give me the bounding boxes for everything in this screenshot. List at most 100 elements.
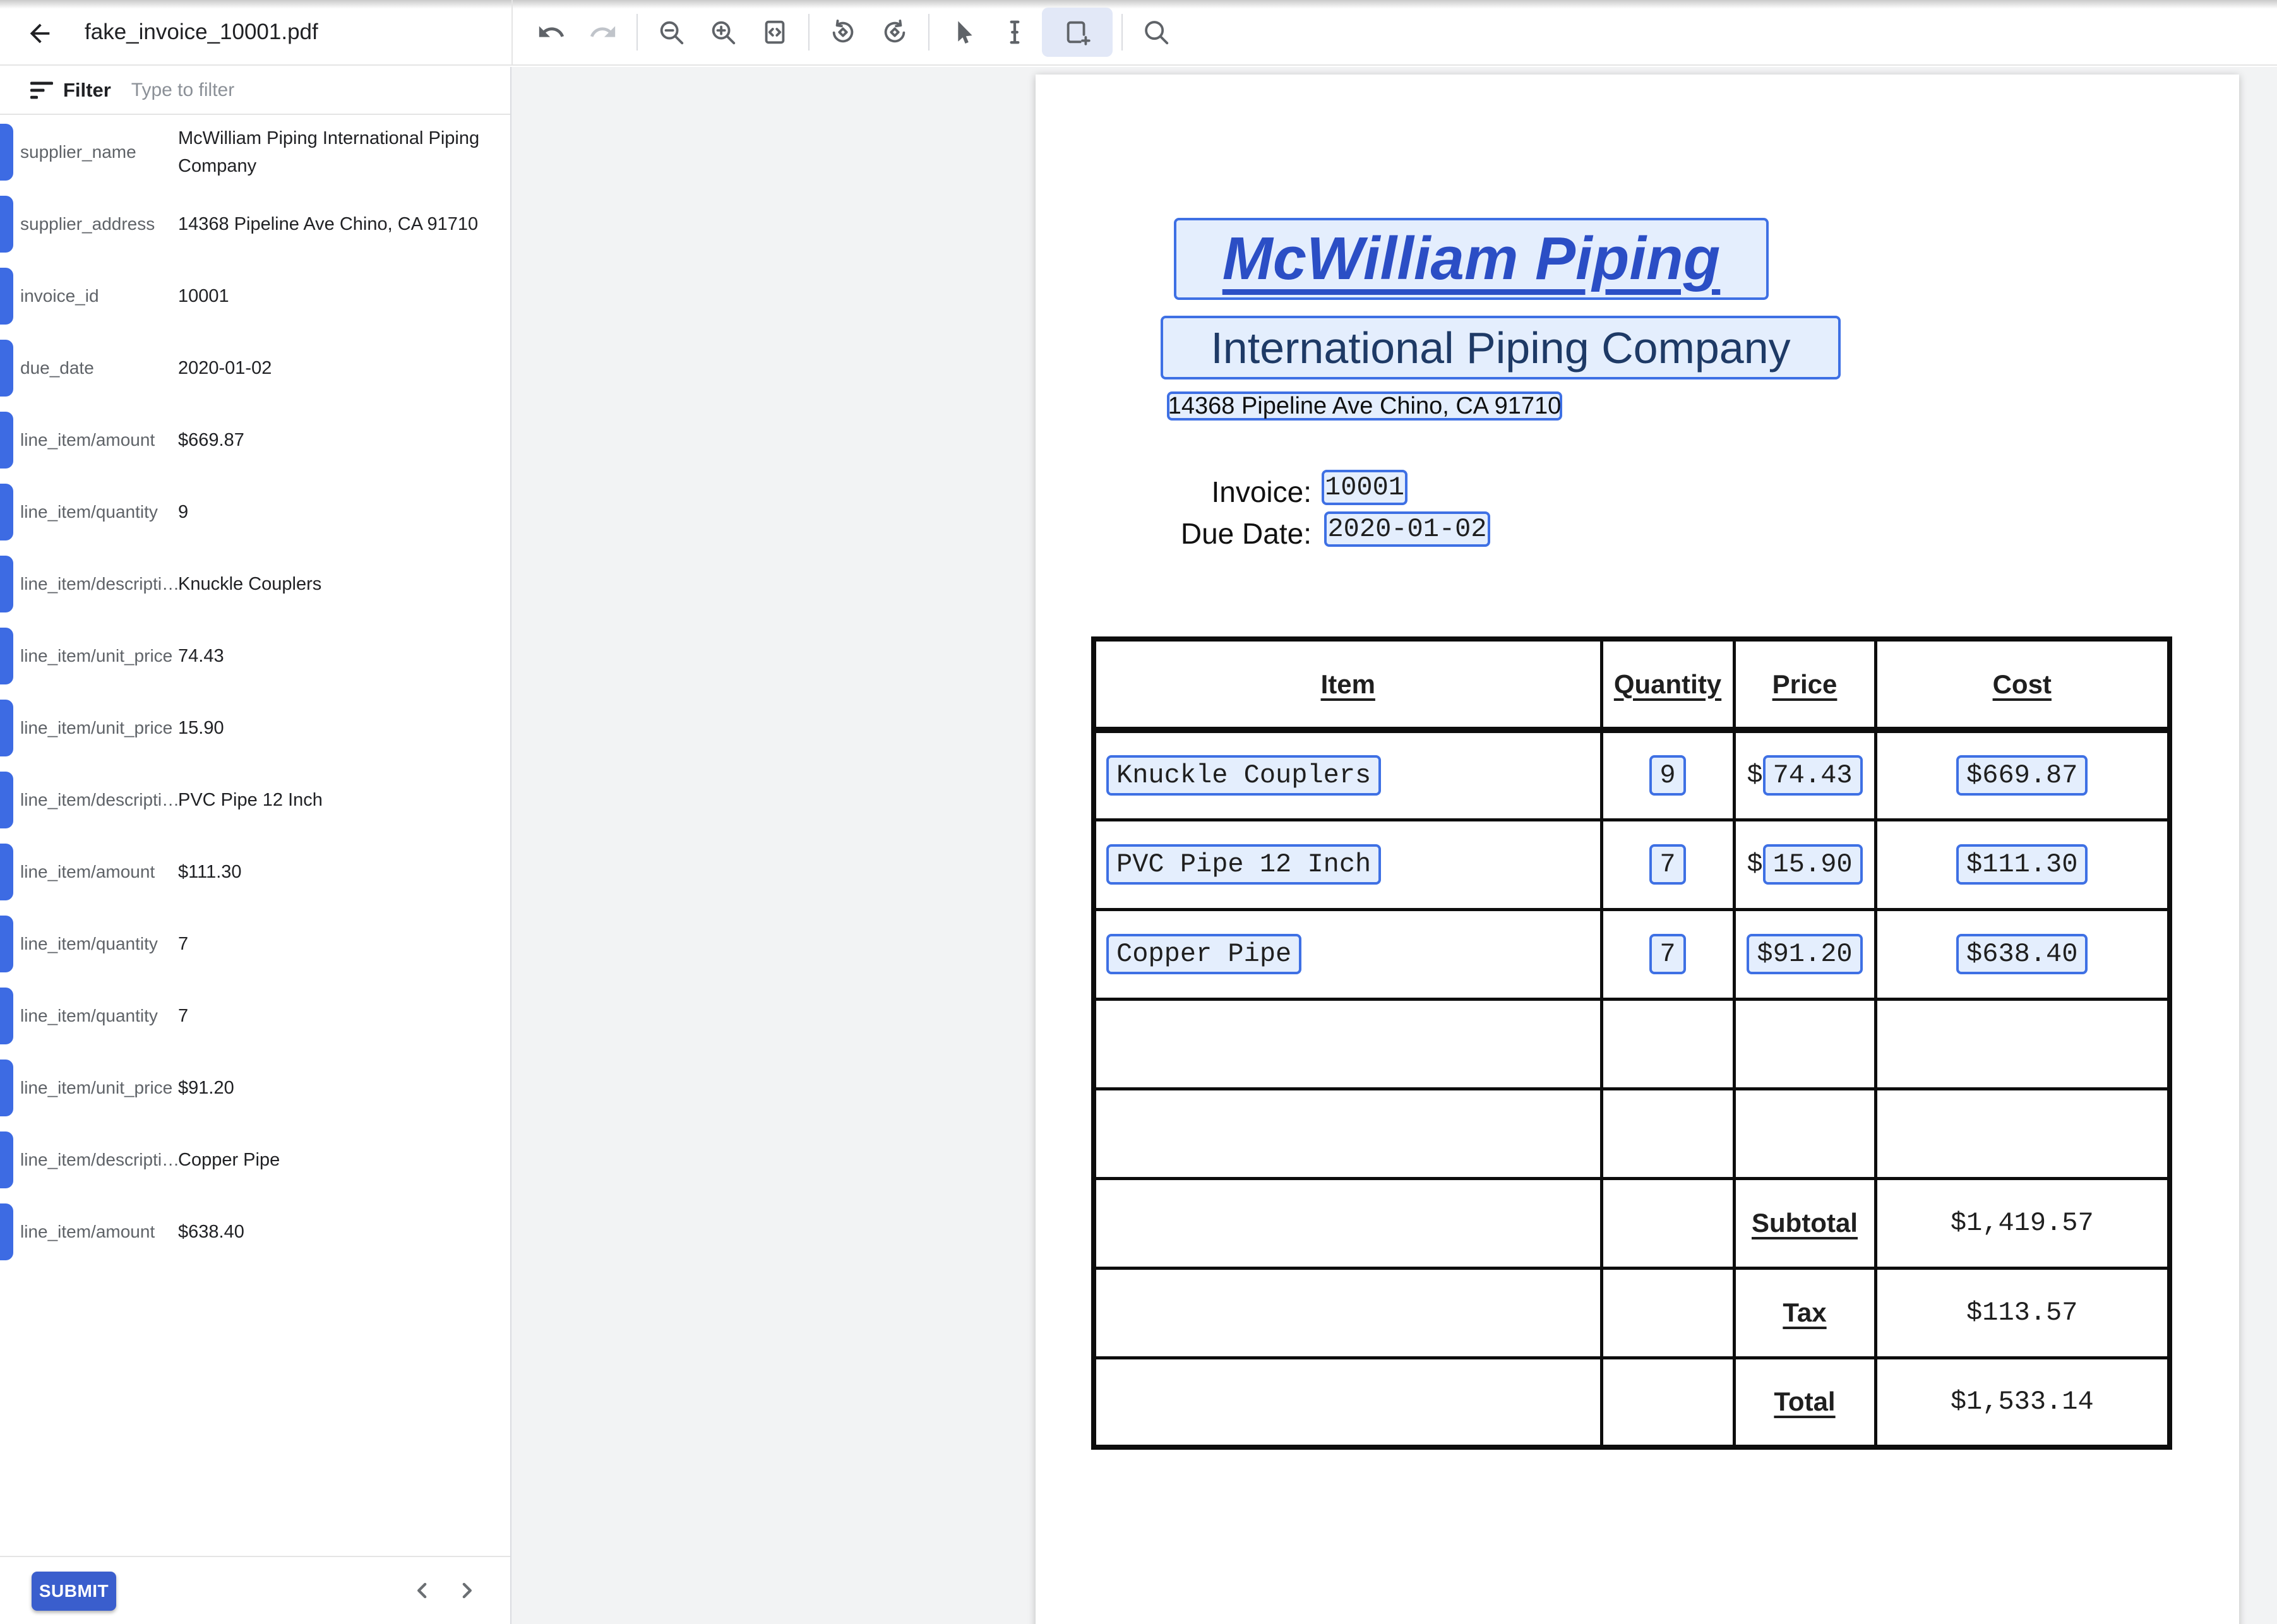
table-header-row: Item Quantity Price Cost — [1092, 637, 2172, 733]
fields-sidebar: Filter supplier_name McWilliam Piping In… — [0, 67, 511, 1624]
submit-button[interactable]: SUBMIT — [32, 1572, 116, 1611]
field-row[interactable]: line_item/quantity 9 — [0, 476, 510, 548]
field-color-bar — [0, 844, 13, 900]
field-row[interactable]: line_item/amount $111.30 — [0, 836, 510, 908]
annotation-line-item-unit-price[interactable]: $91.20 — [1747, 934, 1863, 974]
annotation-line-item-amount[interactable]: $111.30 — [1956, 844, 2088, 885]
annotation-supplier-address[interactable]: 14368 Pipeline Ave Chino, CA 91710 — [1167, 391, 1562, 421]
table-row: Copper Pipe 7 $91.20 $638.40 — [1092, 907, 2172, 1001]
field-row[interactable]: line_item/descripti… PVC Pipe 12 Inch — [0, 764, 510, 836]
cursor-icon — [958, 21, 972, 44]
field-row[interactable]: line_item/descripti… Knuckle Couplers — [0, 548, 510, 620]
annotation-supplier-name-subtitle[interactable]: International Piping Company — [1161, 316, 1841, 379]
top-toolbar: fake_invoice_10001.pdf — [0, 0, 2277, 66]
field-value: 10001 — [178, 286, 229, 306]
field-row[interactable]: line_item/quantity 7 — [0, 908, 510, 980]
field-value: $91.20 — [178, 1078, 234, 1098]
field-row[interactable]: line_item/amount $638.40 — [0, 1196, 510, 1268]
price-dollar-sign: $ — [1747, 849, 1763, 880]
box-annotate-icon — [1067, 21, 1091, 45]
supplier-subtitle-text: International Piping Company — [1210, 323, 1791, 373]
supplier-title-text: McWilliam Piping — [1222, 225, 1721, 292]
back-button[interactable] — [24, 18, 56, 49]
back-arrow-icon — [30, 23, 50, 44]
toolbar-divider — [511, 0, 513, 64]
field-color-bar — [0, 700, 13, 756]
toolbar-separator — [1121, 14, 1123, 51]
zoom-out-button[interactable] — [647, 8, 696, 57]
field-value: $669.87 — [178, 430, 244, 450]
annotation-line-item-amount[interactable]: $669.87 — [1956, 755, 2088, 796]
table-row-empty — [1092, 997, 2172, 1090]
toolbar-separator — [636, 14, 638, 51]
prev-page-button[interactable] — [400, 1568, 445, 1613]
annotation-line-item-quantity[interactable]: 9 — [1649, 755, 1686, 796]
field-label: line_item/amount — [20, 1222, 155, 1241]
annotation-line-item-quantity[interactable]: 7 — [1649, 934, 1686, 974]
field-row[interactable]: invoice_id 10001 — [0, 260, 510, 332]
rotate-right-button[interactable] — [870, 8, 919, 57]
subtotal-label: Subtotal — [1732, 1176, 1877, 1270]
field-label: supplier_name — [20, 142, 136, 162]
annotation-supplier-name-title[interactable]: McWilliam Piping — [1174, 218, 1769, 300]
field-label: line_item/unit_price — [20, 646, 173, 666]
field-row[interactable]: line_item/unit_price $91.20 — [0, 1052, 510, 1124]
field-label: invoice_id — [20, 286, 99, 306]
annotation-line-item-description[interactable]: Copper Pipe — [1106, 934, 1302, 974]
table-row-subtotal: Subtotal $1,419.57 — [1092, 1176, 2172, 1270]
field-row[interactable]: line_item/amount $669.87 — [0, 404, 510, 476]
next-page-button[interactable] — [445, 1568, 489, 1613]
field-label: line_item/amount — [20, 862, 155, 881]
chevron-right-icon — [462, 1582, 472, 1599]
box-annotate-tool-button[interactable] — [1042, 8, 1113, 57]
field-value: 9 — [178, 502, 189, 522]
fit-page-button[interactable] — [750, 8, 799, 57]
field-row[interactable]: supplier_address 14368 Pipeline Ave Chin… — [0, 188, 510, 260]
document-title: fake_invoice_10001.pdf — [85, 20, 318, 44]
annotation-line-item-description[interactable]: Knuckle Couplers — [1106, 755, 1382, 796]
invoice-label: Invoice: — [1211, 475, 1312, 508]
field-label: line_item/unit_price — [20, 1078, 173, 1097]
sidebar-bottom-bar: SUBMIT — [0, 1556, 510, 1624]
filter-input[interactable] — [131, 80, 510, 101]
filter-icon — [30, 81, 53, 100]
field-value: $638.40 — [178, 1222, 244, 1242]
field-color-bar — [0, 1060, 13, 1116]
field-row[interactable]: line_item/unit_price 74.43 — [0, 620, 510, 692]
zoom-in-icon — [712, 21, 736, 45]
due-date-label: Due Date: — [1180, 517, 1312, 550]
undo-button[interactable] — [527, 8, 576, 57]
field-value: Knuckle Couplers — [178, 574, 322, 594]
annotation-invoice-id[interactable]: 10001 — [1322, 470, 1407, 505]
annotation-due-date[interactable]: 2020-01-02 — [1324, 511, 1490, 547]
field-label: supplier_address — [20, 214, 155, 234]
rotate-left-button[interactable] — [818, 8, 868, 57]
toolbar-separator — [928, 14, 929, 51]
field-label: line_item/quantity — [20, 934, 158, 953]
field-value: 7 — [178, 1006, 189, 1026]
field-row[interactable]: supplier_name McWilliam Piping Internati… — [0, 116, 510, 188]
field-list: supplier_name McWilliam Piping Internati… — [0, 116, 510, 1268]
field-row[interactable]: line_item/unit_price 15.90 — [0, 692, 510, 764]
invoice-line-items-table: Item Quantity Price Cost Knuckle Coupler… — [1091, 636, 2172, 1450]
text-select-tool-button[interactable] — [990, 8, 1039, 57]
field-row[interactable]: line_item/quantity 7 — [0, 980, 510, 1052]
redo-button[interactable] — [578, 8, 628, 57]
search-icon — [1145, 21, 1169, 45]
field-row[interactable]: line_item/descripti… Copper Pipe — [0, 1124, 510, 1196]
annotation-line-item-amount[interactable]: $638.40 — [1956, 934, 2088, 974]
search-button[interactable] — [1132, 8, 1181, 57]
field-value: 7 — [178, 934, 189, 954]
field-row[interactable]: due_date 2020-01-02 — [0, 332, 510, 404]
annotation-line-item-quantity[interactable]: 7 — [1649, 844, 1686, 885]
annotation-line-item-description[interactable]: PVC Pipe 12 Inch — [1106, 844, 1382, 885]
pager — [400, 1557, 489, 1624]
document-viewport[interactable]: McWilliam Piping International Piping Co… — [511, 67, 2277, 1624]
annotation-line-item-unit-price[interactable]: 74.43 — [1762, 755, 1863, 796]
annotation-line-item-unit-price[interactable]: 15.90 — [1762, 844, 1863, 885]
zoom-in-button[interactable] — [698, 8, 748, 57]
price-dollar-sign: $ — [1747, 760, 1763, 791]
cursor-select-tool-button[interactable] — [938, 8, 988, 57]
table-row: Knuckle Couplers 9 $74.43 $669.87 — [1092, 728, 2172, 821]
rotate-right-icon — [884, 20, 905, 43]
